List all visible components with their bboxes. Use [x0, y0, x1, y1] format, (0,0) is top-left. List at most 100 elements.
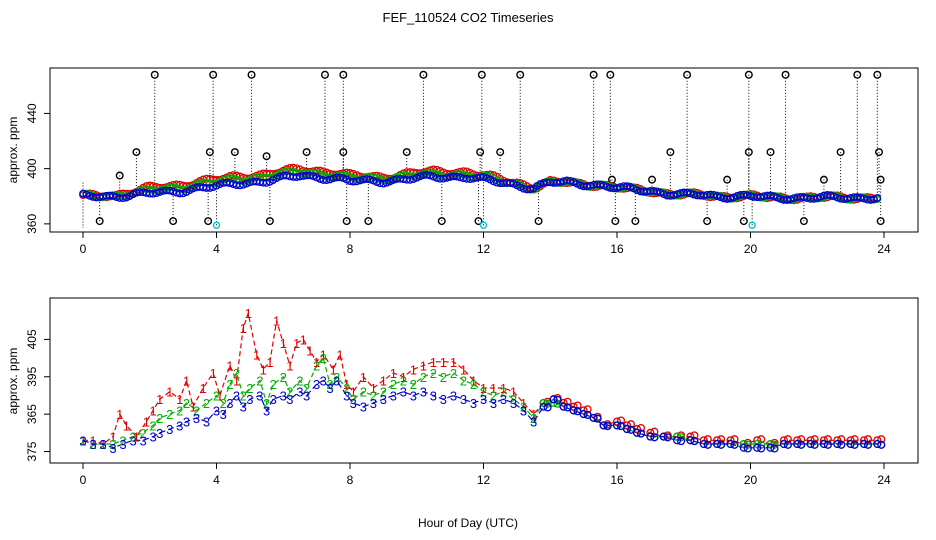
mid-flag-point [402, 148, 411, 157]
low-flag-point [364, 217, 373, 226]
series-1-point [583, 405, 592, 414]
series-3-point [713, 439, 722, 449]
series-1-label-mark: 1 [123, 418, 130, 433]
spike-point [339, 70, 348, 79]
series-3-label-mark: 3 [233, 389, 240, 404]
series-1-label-mark: 1 [460, 362, 467, 377]
series-3-label-mark: 3 [129, 433, 136, 448]
series-1-point [783, 435, 792, 444]
series-3-point [452, 172, 461, 181]
series-1-label-mark: 1 [156, 392, 163, 407]
series-3-point [819, 439, 828, 449]
series-1-label-mark: 1 [313, 355, 320, 370]
series-1-point [859, 436, 869, 445]
series-1-label-mark: 1 [530, 407, 537, 422]
series-2-label-mark: 2 [380, 385, 387, 400]
series-3-label-mark: 3 [343, 389, 350, 404]
series-3-point [766, 191, 775, 200]
series-3-label-mark: 3 [390, 389, 397, 404]
bottom-x-tick-label: 24 [877, 473, 891, 487]
series-3-point [859, 439, 869, 449]
series-3-point [179, 189, 187, 198]
series-3-label-mark: 3 [89, 437, 96, 452]
series-2-label-mark: 2 [149, 418, 156, 433]
series-1-point [699, 436, 708, 445]
mid-flag-point [115, 171, 124, 180]
series-1-point [713, 436, 722, 445]
series-2-label-mark: 2 [256, 374, 263, 389]
series-2-label-mark: 2 [156, 411, 163, 426]
series-1-label-mark: 1 [189, 400, 196, 415]
series-2-label-mark: 2 [193, 403, 200, 418]
series-3-point [786, 195, 795, 204]
top-y-tick-label: 360 [25, 214, 39, 234]
top-y-tick-label: 440 [25, 103, 39, 123]
series-3-label-mark: 3 [313, 377, 320, 392]
series-3-point [779, 439, 788, 449]
series-3-point [262, 179, 271, 187]
series-3-point [853, 193, 862, 201]
series-3-point [336, 173, 344, 182]
series-3-point [699, 439, 708, 449]
low-flag-point [437, 217, 446, 226]
bottom-x-tick-label: 4 [213, 473, 220, 487]
series-3-point [636, 429, 646, 438]
series-1-label-mark: 1 [320, 347, 327, 362]
bottom-x-tick-label: 16 [610, 473, 624, 487]
series-2-label-mark: 2 [263, 396, 270, 411]
series-2-label-mark: 2 [313, 359, 320, 374]
series-3-point [873, 439, 882, 449]
series-2-label-mark: 2 [400, 374, 407, 389]
series-3-point [622, 425, 632, 434]
series-1-label-mark: 1 [199, 381, 206, 396]
mid-flag-point [766, 148, 775, 157]
series-3-point [152, 189, 161, 198]
series-3-point [783, 196, 792, 204]
series-3-label-mark: 3 [183, 415, 190, 430]
series-1-point [569, 402, 578, 411]
series-2-label-mark: 2 [326, 377, 333, 392]
series-3-point [322, 176, 331, 185]
series-2-label-mark: 2 [183, 396, 190, 411]
series-2-label-mark: 2 [296, 374, 303, 389]
series-1-label-mark: 1 [273, 314, 280, 329]
series-3-point [205, 184, 214, 192]
series-2-label-mark: 2 [233, 366, 240, 381]
series-1-point [873, 436, 882, 445]
series-3-point [753, 443, 762, 452]
series-3-point [426, 171, 434, 180]
series-3-label-mark: 3 [490, 396, 497, 411]
series-3-point [723, 195, 731, 203]
low-flag-point [703, 217, 712, 226]
series-3-point [686, 436, 695, 445]
series-1-label-mark: 1 [400, 370, 407, 385]
mid-flag-point [476, 148, 485, 157]
series-3-point [713, 192, 721, 200]
series-2-label-mark: 2 [119, 433, 126, 448]
mid-flag-point [262, 152, 271, 161]
spike-point [419, 70, 428, 79]
series-2-label-mark: 2 [129, 430, 136, 445]
series-3-point [539, 402, 548, 411]
series-2-label-mark: 2 [490, 389, 497, 404]
series-3-point [826, 191, 835, 200]
series-2-label-mark: 2 [203, 396, 210, 411]
series-3-label-mark: 3 [149, 430, 156, 445]
series-3-label-mark: 3 [460, 392, 467, 407]
series-1-label-mark: 1 [293, 336, 300, 351]
series-1-point [616, 416, 626, 425]
series-3-point [366, 175, 374, 184]
series-3-point [686, 189, 695, 198]
top-x-tick-label: 12 [477, 242, 491, 256]
series-1-point [810, 435, 819, 444]
top-plot-frame [49, 67, 919, 233]
series-1-point [823, 435, 832, 444]
series-3-point [666, 192, 675, 200]
spike-point [516, 70, 525, 79]
series-3-point [553, 395, 562, 404]
series-1-label-mark: 1 [520, 396, 527, 411]
bottom-y-tick-label: 405 [25, 329, 39, 349]
series-3-label-mark: 3 [246, 392, 253, 407]
